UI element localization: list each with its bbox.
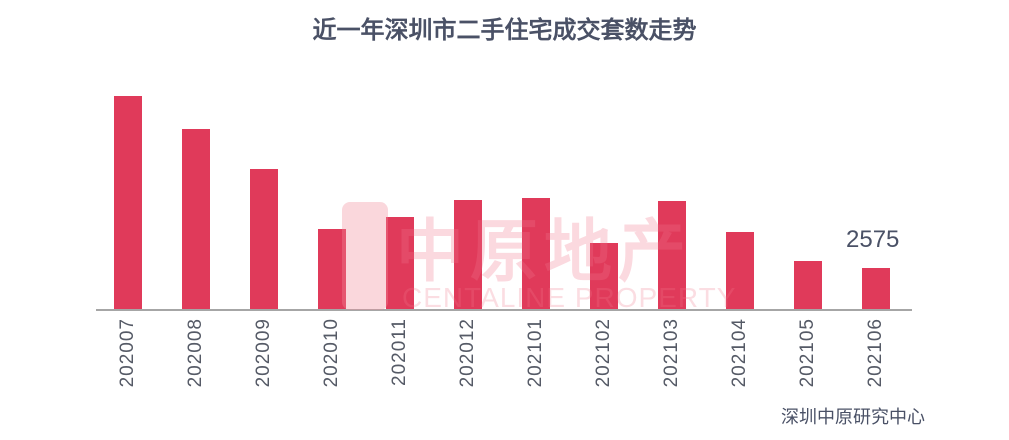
chart-title: 近一年深圳市二手住宅成交套数走势	[312, 16, 697, 44]
x-tick-label: 202106	[865, 318, 886, 388]
bar-202101	[522, 197, 550, 310]
bar-202102	[590, 242, 618, 310]
bar-202008	[182, 128, 210, 310]
x-tick-label: 202007	[117, 318, 138, 388]
x-tick-label: 202008	[185, 318, 206, 388]
bar-202011	[386, 217, 414, 310]
x-tick-label: 202104	[729, 318, 750, 388]
source-note: 深圳中原研究中心	[781, 407, 925, 428]
x-tick-label: 202103	[661, 318, 682, 388]
bar-202007	[114, 96, 142, 310]
bar-202009	[250, 168, 278, 310]
x-tick-label: 202105	[797, 318, 818, 388]
x-tick-label: 202010	[321, 318, 342, 388]
data-label-last: 2575	[846, 226, 900, 253]
x-tick-label: 202101	[525, 318, 546, 388]
x-tick-label: 202009	[253, 318, 274, 388]
bar-202012	[454, 200, 482, 310]
x-tick-label: 202012	[457, 318, 478, 388]
bar-202105	[794, 261, 822, 310]
x-tick-label: 202102	[593, 318, 614, 388]
x-tick-label: 202011	[389, 318, 410, 386]
bar-202103	[658, 201, 686, 310]
bar-202010	[318, 228, 346, 310]
plot-area	[96, 60, 912, 310]
bar-202104	[726, 232, 754, 310]
bar-202106	[862, 268, 890, 310]
x-axis-line	[96, 309, 912, 311]
